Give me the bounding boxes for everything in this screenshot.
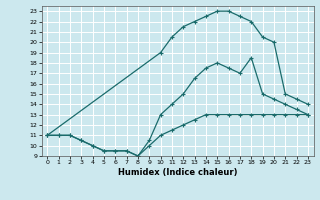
X-axis label: Humidex (Indice chaleur): Humidex (Indice chaleur) — [118, 168, 237, 177]
